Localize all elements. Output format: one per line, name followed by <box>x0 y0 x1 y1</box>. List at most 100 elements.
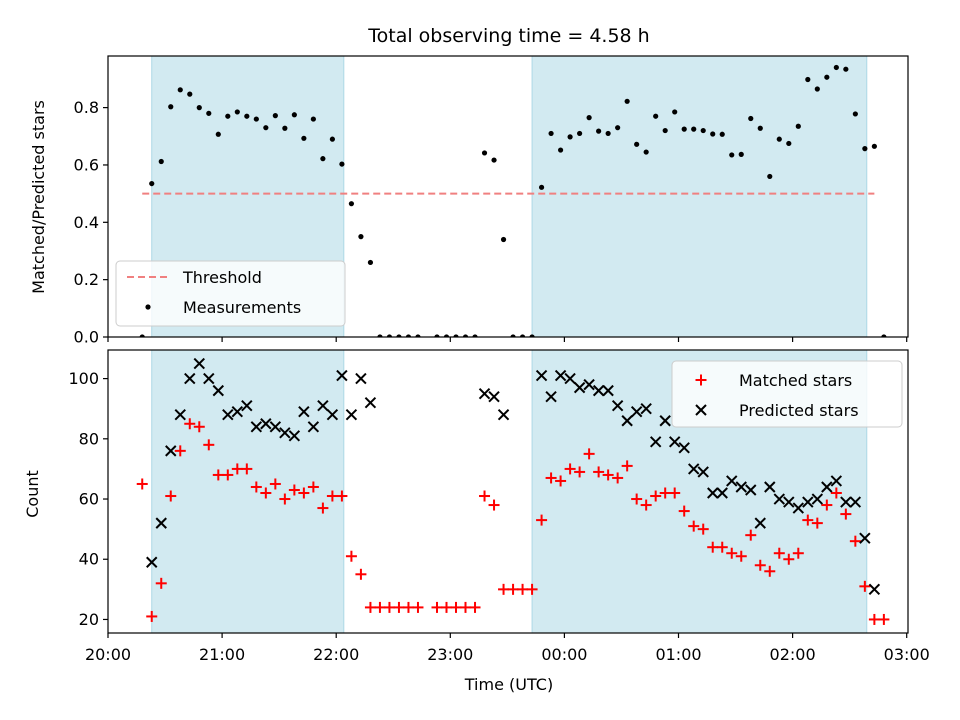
predicted-stars-point-1 <box>155 517 167 529</box>
measurements-point-8 <box>215 131 221 137</box>
top-y-tick-label-1: 0.2 <box>74 270 99 289</box>
chart-title: Total observing time = 4.58 h <box>367 25 649 47</box>
predicted-stars-point-35 <box>611 399 624 412</box>
predicted-stars-point-21-b <box>345 409 358 421</box>
measurements-point-29 <box>415 334 421 337</box>
matched-stars-point-63 <box>745 529 757 541</box>
predicted-stars-point-6-b <box>203 372 215 385</box>
matched-stars-point-42 <box>545 472 557 484</box>
predicted-stars-point-18-b <box>317 399 329 412</box>
top-y-axis-label: Matched/Predicted stars <box>29 100 48 294</box>
measurements-point-0 <box>139 334 145 337</box>
measurements-point-56 <box>681 126 687 132</box>
matched-stars-point-24 <box>364 601 376 613</box>
bottom-y-tick-label-4: 100 <box>68 369 99 388</box>
predicted-stars-point-3-b <box>174 409 186 421</box>
measurements-point-33 <box>462 334 469 337</box>
bottom-y-tick-label-0: 20 <box>79 610 99 629</box>
predicted-stars-point-5-b <box>193 357 205 370</box>
predicted-stars-point-14 <box>279 427 291 439</box>
measurements-point-61 <box>729 152 735 158</box>
predicted-stars-point-40 <box>659 415 671 427</box>
predicted-stars-point-0 <box>146 556 158 568</box>
predicted-stars-point-31 <box>573 381 586 394</box>
matched-stars-point-52 <box>640 499 652 511</box>
predicted-stars-point-25 <box>488 390 500 403</box>
predicted-stars-point-28-b <box>545 390 557 403</box>
predicted-stars-point-1-b <box>155 517 167 529</box>
matched-stars-point-14 <box>269 478 281 490</box>
predicted-stars-point-30 <box>564 372 576 385</box>
matched-stars-point-76 <box>868 613 880 625</box>
x-tick-label-4: 00:00 <box>541 645 587 664</box>
predicted-stars-point-33 <box>592 384 605 397</box>
matched-stars-point-35 <box>479 490 491 502</box>
matched-stars-point-12 <box>250 481 262 493</box>
measurements-point-43 <box>557 147 564 153</box>
matched-stars-point-33 <box>460 601 472 613</box>
legend-measurements-swatch <box>145 304 151 310</box>
predicted-stars-point-33-b <box>592 384 605 397</box>
measurements-point-64 <box>757 125 763 131</box>
predicted-stars-point-38 <box>640 403 652 415</box>
matched-stars-point-5 <box>184 418 196 430</box>
measurements-point-71 <box>824 74 830 80</box>
top-axes-frame <box>107 55 909 338</box>
predicted-stars-point-26-b <box>497 409 510 421</box>
predicted-stars-point-4 <box>184 372 196 385</box>
predicted-stars-point-8 <box>222 409 234 421</box>
measurements-point-30 <box>434 334 440 337</box>
predicted-stars-point-3 <box>174 409 186 421</box>
predicted-stars-point-55-b <box>802 496 814 508</box>
predicted-stars-point-18 <box>317 399 329 412</box>
bottom-legend: Matched stars Predicted stars <box>671 360 903 428</box>
x-tick-label-1: 21:00 <box>199 645 245 664</box>
bottom-y-tick-label-2: 60 <box>79 490 99 509</box>
matched-stars-point-17 <box>298 487 310 499</box>
measurements-point-7 <box>206 110 212 116</box>
predicted-stars-point-51-b <box>764 481 776 493</box>
measurements-point-69 <box>805 76 811 83</box>
predicted-stars-point-49 <box>745 484 757 496</box>
predicted-stars-point-53 <box>783 496 795 508</box>
predicted-stars-point-42 <box>678 442 690 454</box>
predicted-stars-point-15-b <box>288 430 301 442</box>
top-plot-area <box>139 56 887 337</box>
predicted-stars-point-36-b <box>621 415 633 427</box>
predicted-stars-point-41-b <box>668 436 681 448</box>
measurements-point-20 <box>329 136 335 142</box>
predicted-stars-point-48 <box>735 481 747 493</box>
x-tick-label-3: 23:00 <box>427 645 473 664</box>
measurements-point-75 <box>862 146 868 152</box>
x-tick-label-0: 20:00 <box>85 645 131 664</box>
predicted-stars-point-52 <box>773 493 785 505</box>
matched-stars-point-43 <box>555 475 567 487</box>
matched-stars-point-41 <box>536 514 548 526</box>
predicted-stars-point-4-b <box>184 372 196 385</box>
bottom-shaded-interval-1 <box>151 350 345 633</box>
measurements-point-58 <box>700 127 706 134</box>
matched-stars-point-71 <box>821 499 833 511</box>
top-panel: 0.0 0.2 0.4 0.6 0.8 Threshold Measurements <box>74 55 909 347</box>
matched-stars-point-56 <box>678 505 690 517</box>
measurements-point-52 <box>643 149 649 155</box>
predicted-stars-point-56 <box>811 493 824 505</box>
predicted-stars-point-14-b <box>279 427 291 439</box>
measurements-point-6 <box>196 105 202 111</box>
predicted-stars-point-49-b <box>745 484 757 496</box>
predicted-stars-point-0-b <box>146 556 158 568</box>
measurements-point-57 <box>691 126 697 132</box>
predicted-stars-point-11 <box>250 421 263 433</box>
matched-stars-point-20 <box>326 490 338 502</box>
matched-stars-point-50 <box>621 460 633 472</box>
matched-stars-point-47 <box>593 466 605 478</box>
predicted-stars-point-37-b <box>630 406 643 418</box>
predicted-stars-point-23-b <box>364 396 377 409</box>
predicted-stars-point-9-b <box>231 406 244 418</box>
x-tick-label-7: 03:00 <box>884 645 930 664</box>
measurements-point-2 <box>158 158 164 165</box>
matched-stars-point-29 <box>412 601 424 613</box>
matched-stars-point-19 <box>317 502 329 514</box>
matched-stars-point-34 <box>469 601 481 613</box>
matched-stars-point-10 <box>231 463 243 475</box>
